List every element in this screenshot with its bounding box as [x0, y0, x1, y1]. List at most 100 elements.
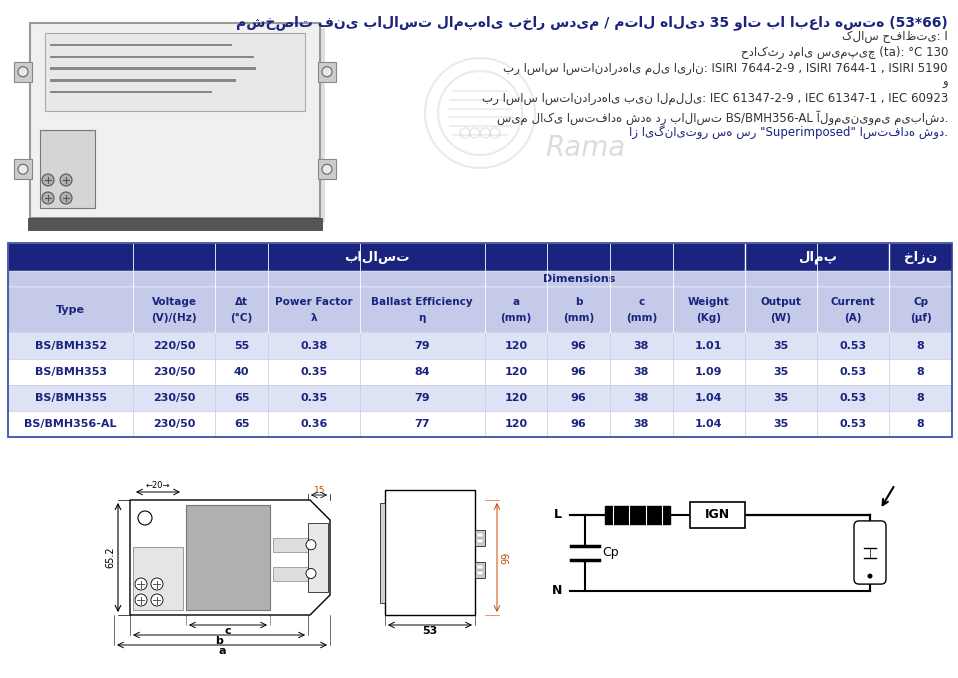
FancyBboxPatch shape — [854, 521, 886, 584]
Polygon shape — [130, 500, 330, 615]
Bar — [8, 243, 745, 271]
Bar — [745, 243, 889, 271]
Text: N: N — [552, 584, 562, 597]
Text: کلاس حفاظتی: I: کلاس حفاظتی: I — [842, 30, 948, 43]
Bar — [8, 287, 952, 333]
Text: 0.35: 0.35 — [300, 393, 328, 403]
Text: بالاست: بالاست — [344, 250, 409, 264]
Text: بر اساس استانداردهای ملی ایران: ISIRI 7644-2-9 , ISIRI 7644-1 , ISIRI 5190: بر اساس استانداردهای ملی ایران: ISIRI 76… — [504, 62, 948, 75]
Bar — [308, 523, 328, 592]
Text: (A): (A) — [845, 313, 862, 323]
Circle shape — [151, 594, 163, 606]
Text: Voltage: Voltage — [151, 297, 196, 307]
Text: 96: 96 — [571, 367, 586, 377]
Bar — [318, 159, 336, 179]
Text: 0.38: 0.38 — [300, 341, 328, 351]
Text: a: a — [218, 646, 226, 656]
Text: 120: 120 — [505, 393, 528, 403]
Text: 230/50: 230/50 — [153, 367, 195, 377]
Text: Current: Current — [831, 297, 876, 307]
Text: 96: 96 — [571, 393, 586, 403]
Text: c: c — [638, 297, 645, 307]
Text: 96: 96 — [571, 419, 586, 429]
Text: Cp: Cp — [602, 546, 619, 559]
Bar — [477, 539, 483, 543]
Text: 0.53: 0.53 — [840, 419, 867, 429]
Text: η: η — [419, 313, 426, 323]
Bar — [8, 333, 952, 359]
Text: 40: 40 — [234, 367, 249, 377]
Text: 79: 79 — [415, 341, 430, 351]
Bar — [50, 67, 256, 70]
Bar — [50, 79, 236, 81]
Text: 1.04: 1.04 — [695, 393, 722, 403]
Text: Power Factor: Power Factor — [275, 297, 353, 307]
Text: 77: 77 — [415, 419, 430, 429]
Circle shape — [306, 540, 316, 550]
Bar — [475, 561, 485, 578]
Text: 1.01: 1.01 — [696, 341, 722, 351]
Text: Ø6: Ø6 — [316, 582, 329, 591]
Bar — [8, 271, 952, 287]
Text: 120: 120 — [505, 367, 528, 377]
Text: 99: 99 — [501, 551, 511, 563]
Text: BS/BMH355: BS/BMH355 — [34, 393, 106, 403]
Text: خازن: خازن — [904, 250, 937, 264]
Text: a: a — [513, 297, 519, 307]
Text: مشخصات فنی بالاست لامپ‌های بخار سدیم / متال هالید 35 وات با ابعاد هسته (53*66): مشخصات فنی بالاست لامپ‌های بخار سدیم / م… — [237, 15, 948, 30]
Bar — [889, 243, 952, 271]
Bar — [605, 506, 670, 523]
Bar — [35, 28, 325, 223]
Text: 8: 8 — [917, 393, 924, 403]
Bar — [690, 502, 745, 527]
Bar — [8, 359, 952, 385]
Text: 8: 8 — [917, 341, 924, 351]
Circle shape — [322, 164, 332, 174]
Text: لامپ: لامپ — [798, 250, 836, 264]
Circle shape — [306, 568, 316, 578]
Text: 220/50: 220/50 — [153, 341, 195, 351]
Circle shape — [60, 192, 72, 204]
Circle shape — [151, 578, 163, 590]
Bar — [475, 530, 485, 546]
Bar — [477, 565, 483, 568]
Circle shape — [322, 66, 332, 77]
Text: 0.53: 0.53 — [840, 393, 867, 403]
Circle shape — [42, 174, 54, 186]
Text: (Kg): (Kg) — [696, 313, 721, 323]
Text: 65: 65 — [234, 419, 249, 429]
Circle shape — [135, 594, 147, 606]
Bar — [14, 159, 32, 179]
Text: Rama: Rama — [545, 134, 626, 162]
Text: 0.53: 0.53 — [840, 341, 867, 351]
Circle shape — [60, 174, 72, 186]
Text: 38: 38 — [633, 393, 649, 403]
Text: c: c — [225, 626, 231, 636]
Bar — [28, 218, 322, 230]
Text: Ballast Efficiency: Ballast Efficiency — [372, 297, 473, 307]
Text: b: b — [215, 636, 223, 646]
Circle shape — [868, 574, 873, 578]
Bar — [8, 243, 952, 437]
Text: (mm): (mm) — [626, 313, 657, 323]
Bar — [477, 534, 483, 537]
Text: 53: 53 — [422, 626, 438, 636]
Text: 0.35: 0.35 — [300, 367, 328, 377]
Text: سیم لاکی استفاده شده در بالاست BS/BMH356-AL آلومینیومی می‌باشد.: سیم لاکی استفاده شده در بالاست BS/BMH356… — [496, 110, 948, 125]
Text: 38: 38 — [633, 419, 649, 429]
Bar — [273, 567, 308, 580]
Text: BS/BMH356-AL: BS/BMH356-AL — [24, 419, 117, 429]
Text: Output: Output — [761, 297, 802, 307]
Text: و: و — [943, 76, 948, 89]
Text: 55: 55 — [234, 341, 249, 351]
Text: 38: 38 — [633, 367, 649, 377]
Bar — [133, 546, 183, 610]
Bar — [14, 62, 32, 82]
Bar — [30, 23, 320, 218]
Text: 230/50: 230/50 — [153, 393, 195, 403]
Text: Type: Type — [57, 305, 85, 315]
Text: b: b — [575, 297, 582, 307]
Text: Δt: Δt — [235, 297, 248, 307]
Text: BS/BMH353: BS/BMH353 — [34, 367, 106, 377]
Text: 35: 35 — [773, 419, 788, 429]
